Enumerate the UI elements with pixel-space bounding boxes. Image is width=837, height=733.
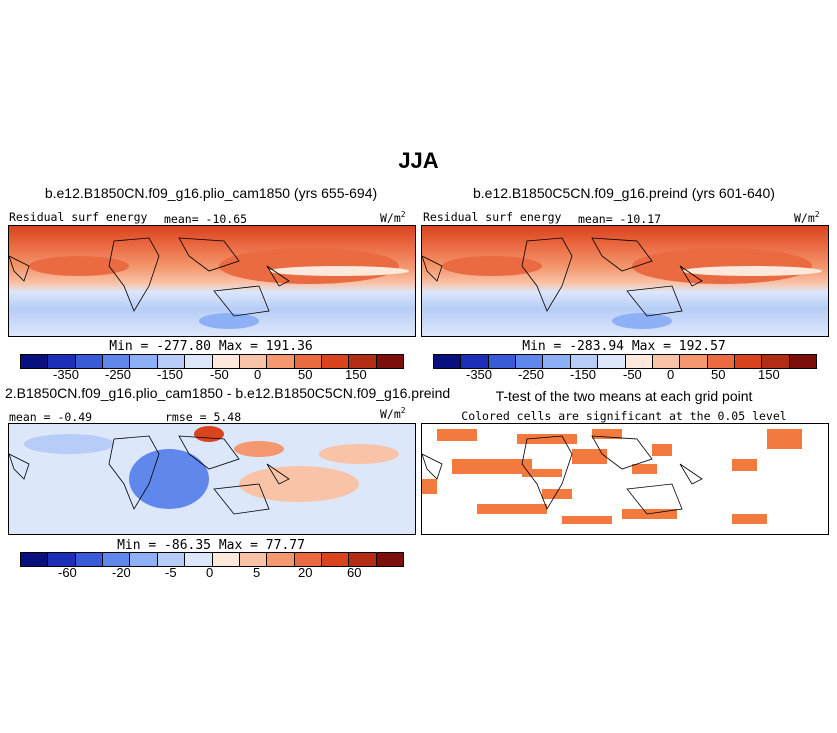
cbar-tick: -350 [466, 367, 493, 382]
panel-mean-label-top-left: mean= -10.65 [164, 212, 248, 226]
figure-title: JJA [398, 148, 439, 173]
panel-mean-label-top-right: mean= -10.17 [578, 212, 662, 226]
map-panel-bottom-right [421, 423, 829, 535]
field-cool-patch [612, 313, 672, 329]
significant-cell [477, 504, 547, 514]
cbar-tick: 150 [345, 367, 367, 382]
coastline [422, 435, 703, 515]
panel-rmse-label-bottom-left: rmse = 5.48 [165, 410, 242, 424]
map-svg-top-right [422, 226, 828, 336]
colorbar-bottom-left [20, 552, 404, 567]
cbar-tick: -250 [518, 367, 545, 382]
cbar-tick: -50 [623, 367, 642, 382]
cbar-tick: -60 [58, 565, 77, 580]
cbar-tick: 5 [253, 565, 261, 580]
field-equatorial-band [269, 266, 409, 276]
field-warm-patch [239, 466, 359, 502]
significant-cells [422, 429, 802, 524]
cbar-tick: -350 [53, 367, 80, 382]
cbar-tick: -150 [157, 367, 184, 382]
map-svg-bottom-left [9, 424, 415, 534]
field-warm-patch [234, 441, 284, 457]
significant-cell [422, 479, 437, 494]
cbar-tick: 150 [758, 367, 780, 382]
field-cool-patch [24, 434, 114, 454]
panel-title-bottom-left: 2.B1850CN.f09_g16.plio_cam1850 - b.e12.B… [5, 385, 451, 401]
significant-cell [732, 459, 757, 471]
stats-bottom-left: Min = -86.35 Max = 77.77 [117, 538, 305, 553]
significant-cell [572, 449, 607, 464]
map-panel-bottom-left [8, 423, 416, 535]
map-panel-top-left [8, 225, 416, 337]
field-warm-patch [319, 444, 399, 464]
significant-cell [767, 429, 802, 449]
cbar-tick: 0 [206, 565, 214, 580]
field-equatorial-band [682, 266, 822, 276]
cbar-tick: -5 [165, 565, 177, 580]
field-cool-patch [199, 313, 259, 329]
cbar-tick: 0 [254, 367, 262, 382]
significant-cell [632, 464, 657, 474]
cbar-tick: 20 [298, 565, 313, 580]
colorbar-top-right [433, 354, 817, 369]
cbar-tick: 50 [298, 367, 313, 382]
panel-left-label-top-left: Residual surf energy [9, 210, 148, 224]
cbar-tick: 0 [667, 367, 675, 382]
cbar-tick: 50 [711, 367, 726, 382]
cbar-tick: -150 [570, 367, 597, 382]
significant-cell [562, 516, 612, 524]
panel-unit-top-left: W/m2 [380, 210, 406, 225]
field-cool-patch [129, 449, 209, 509]
coastline [9, 435, 290, 515]
cbar-tick: -20 [112, 565, 131, 580]
coastline [9, 237, 290, 317]
panel-subtitle-bottom-right: Colored cells are significant at the 0.0… [461, 409, 787, 423]
map-svg-bottom-right [422, 424, 828, 534]
cbar-tick: -50 [210, 367, 229, 382]
panel-title-bottom-right: T-test of the two means at each grid poi… [495, 388, 753, 404]
significant-cell [522, 469, 562, 477]
significant-cell [542, 489, 572, 499]
field-warm-patch [194, 426, 224, 442]
panel-title-top-left: b.e12.B1850CN.f09_g16.plio_cam1850 (yrs … [44, 185, 378, 201]
map-panel-top-right [421, 225, 829, 337]
panel-mean-label-bottom-left: mean = -0.49 [9, 410, 93, 424]
panel-left-label-top-right: Residual surf energy [423, 210, 562, 224]
field-warm-band [219, 248, 399, 284]
coastline [422, 237, 703, 317]
significant-cell [732, 514, 767, 524]
stats-top-left: Min = -277.80 Max = 191.36 [109, 339, 313, 354]
field-warm-band [632, 248, 812, 284]
panel-unit-top-right: W/m2 [794, 210, 820, 225]
colorbar-top-left [20, 354, 404, 369]
cbar-tick: -250 [105, 367, 132, 382]
field-atlantic-band [442, 256, 542, 276]
field-atlantic-band [29, 256, 129, 276]
cbar-tick: 60 [347, 565, 362, 580]
stats-top-right: Min = -283.94 Max = 192.57 [522, 339, 726, 354]
panel-title-top-right: b.e12.B1850C5CN.f09_g16.preind (yrs 601-… [473, 185, 775, 201]
significant-cell [452, 459, 532, 474]
significant-cell [652, 444, 672, 456]
map-svg-top-left [9, 226, 415, 336]
significant-cell [437, 429, 477, 441]
significant-cell [592, 429, 622, 439]
significant-cell [517, 434, 577, 444]
panel-unit-bottom-left: W/m2 [380, 406, 406, 421]
